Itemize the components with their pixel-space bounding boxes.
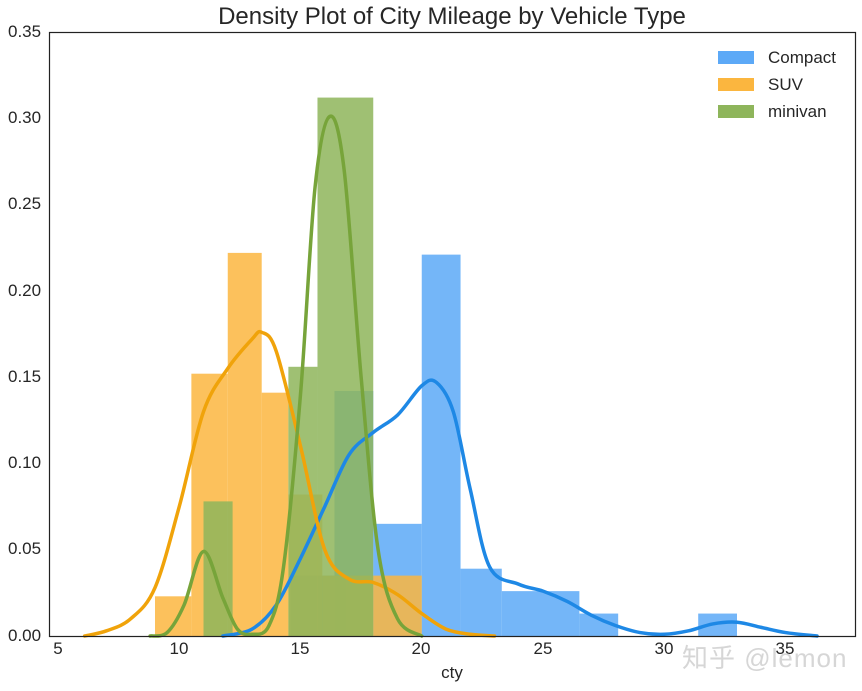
legend-swatch-suv (718, 78, 754, 91)
xtick-label: 15 (290, 639, 310, 658)
histogram-bar-suv (261, 392, 289, 636)
xtick-label: 35 (775, 639, 795, 658)
axes-frame (48, 31, 857, 638)
legend-item-compact: Compact (718, 44, 836, 71)
legend-swatch-compact (718, 51, 754, 64)
legend-label: SUV (768, 74, 803, 94)
histogram-bar-minivan (203, 501, 233, 636)
watermark: 知乎 @lemon (682, 643, 848, 673)
chart-title: Density Plot of City Mileage by Vehicle … (218, 3, 686, 30)
legend: Compact SUV minivan (718, 44, 836, 125)
ytick-label: 0.15 (8, 367, 42, 386)
histogram-bar-compact (579, 613, 619, 636)
xtick-label: 20 (411, 639, 431, 658)
legend-swatch-minivan (718, 105, 754, 118)
legend-item-minivan: minivan (718, 98, 836, 125)
histogram-bar-suv (227, 252, 262, 637)
kde-curves (82, 114, 819, 638)
ytick-label: 0.25 (8, 194, 42, 213)
xtick-label: 10 (169, 639, 189, 658)
histogram-bar-compact (501, 591, 580, 636)
legend-label: minivan (768, 101, 827, 121)
kde-curve-compact (221, 378, 819, 638)
legend-label: Compact (768, 47, 837, 67)
legend-item-suv: SUV (718, 71, 836, 98)
ytick-label: 0.05 (8, 539, 42, 558)
xtick-label: 25 (533, 639, 553, 658)
histogram-bars (155, 97, 737, 637)
ytick-label: 0.30 (8, 108, 42, 127)
histogram-bar-compact (421, 254, 461, 637)
ytick-label: 0.10 (8, 453, 42, 472)
histogram-bar-compact (460, 568, 502, 636)
x-axis-label: cty (441, 663, 463, 682)
ytick-label: 0.35 (8, 22, 42, 41)
xtick-label: 30 (654, 639, 674, 658)
kde-curve-suv (82, 329, 497, 638)
xtick-label: 5 (53, 639, 63, 658)
kde-curve-minivan (148, 114, 424, 638)
ytick-label: 0.20 (8, 281, 42, 300)
ytick-label: 0.00 (8, 626, 42, 645)
